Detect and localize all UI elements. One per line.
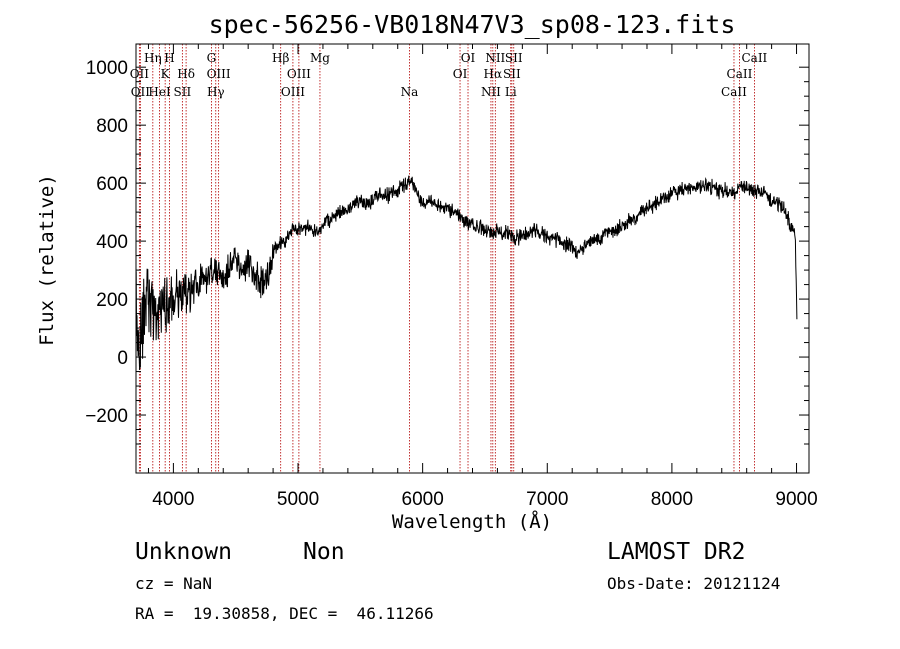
line-markers	[138, 44, 755, 473]
line-marker-label: NII	[485, 51, 505, 65]
line-marker-label: K	[161, 67, 171, 81]
line-marker-label: CaII	[727, 67, 753, 81]
y-tick-label: 1000	[86, 58, 128, 79]
line-marker-label: OIII	[207, 67, 231, 81]
y-tick-label: 0	[117, 348, 128, 369]
x-tick-label: 7000	[526, 489, 568, 510]
line-marker-label: OI	[461, 51, 476, 65]
y-tick-label: 400	[96, 232, 128, 253]
survey-name: LAMOST DR2	[607, 539, 745, 565]
y-tick-label: −200	[85, 406, 128, 427]
line-marker-label: OII	[131, 85, 151, 99]
x-tick-label: 8000	[651, 489, 693, 510]
line-marker-label: OIII	[287, 67, 311, 81]
line-marker-label: NII	[481, 85, 501, 99]
x-tick-label: 9000	[775, 489, 817, 510]
line-marker-label: CaII	[721, 85, 747, 99]
line-marker-label: SII	[503, 67, 521, 81]
line-marker-label: OIII	[281, 85, 305, 99]
line-marker-label: Hγ	[207, 85, 225, 99]
x-axis-ticks: 4000 5000 6000 7000 8000 9000	[147, 44, 818, 510]
y-tick-label: 600	[96, 174, 128, 195]
redshift-text: cz = NaN	[135, 574, 212, 593]
line-marker-label: Mg	[310, 51, 330, 65]
line-marker-label: Hδ	[177, 67, 195, 81]
line-marker-label: HeI	[148, 85, 171, 99]
x-tick-label: 5000	[277, 489, 319, 510]
line-marker-label: Hβ	[272, 51, 289, 65]
x-tick-label: 6000	[402, 489, 444, 510]
line-marker-label: SII	[505, 51, 523, 65]
x-axis-label: Wavelength (Å)	[392, 510, 552, 533]
line-marker-label: Na	[401, 85, 419, 99]
y-tick-label: 200	[96, 290, 128, 311]
chart-title: spec-56256-VB018N47V3_sp08-123.fits	[209, 10, 736, 39]
line-marker-label: Hη	[144, 51, 162, 65]
line-marker-label: CaII	[741, 51, 767, 65]
spectrum-series-line	[135, 175, 798, 371]
line-marker-label: Li	[505, 85, 517, 99]
line-marker-label: H	[164, 51, 174, 65]
obs-date-text: Obs-Date: 20121124	[607, 574, 780, 593]
y-axis-label: Flux (relative)	[36, 174, 58, 346]
object-class: Unknown	[135, 539, 232, 565]
coordinates-text: RA = 19.30858, DEC = 46.11266	[135, 604, 434, 623]
object-subclass: Non	[303, 539, 345, 565]
line-marker-label: OI	[453, 67, 468, 81]
y-tick-label: 800	[96, 116, 128, 137]
y-axis-ticks: −200 0 200 400 600 800 1000	[85, 58, 809, 445]
line-marker-label: G	[207, 51, 217, 65]
x-tick-label: 4000	[152, 489, 194, 510]
line-marker-label: SII	[174, 85, 192, 99]
line-marker-labels: OII OII Hη HeI KH SII Hδ G Hγ OIII Hβ OIII OIII Mg Na O…	[130, 51, 768, 99]
line-marker-label: Hα	[484, 67, 503, 81]
line-marker-label: OII	[130, 67, 150, 81]
